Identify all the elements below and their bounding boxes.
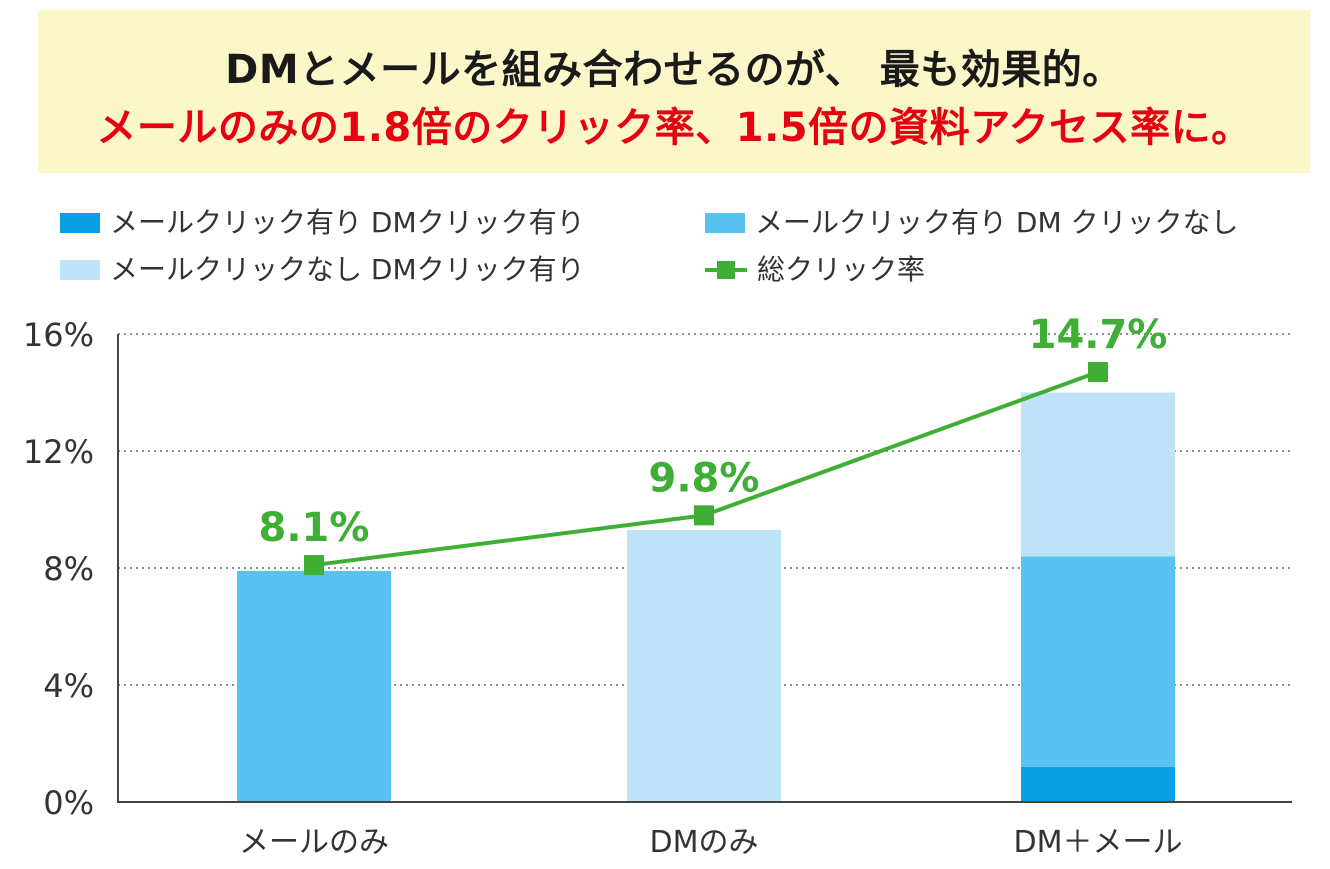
legend-item-dm-only: メールクリックなし DMクリック有り (60, 250, 585, 290)
legend-item-total-rate: 総クリック率 (705, 250, 925, 290)
headline-box: DMとメールを組み合わせるのが、 最も効果的。 メールのみの1.8倍のクリック率… (38, 10, 1310, 173)
legend-line-marker (717, 261, 735, 279)
legend-label-mail-only: メールクリック有り DM クリックなし (755, 206, 1239, 239)
legend-line-total-rate (705, 260, 747, 280)
bar-segment (1021, 392, 1175, 557)
headline-main: DMとメールを組み合わせるのが、 最も効果的。 (225, 47, 1123, 93)
legend-swatch-mail-only (705, 213, 745, 233)
y-tick-label: 8% (43, 550, 94, 588)
legend-label-total-rate: 総クリック率 (757, 253, 926, 286)
y-tick-label: 0% (43, 784, 94, 822)
total-rate-label: 14.7% (1029, 312, 1168, 358)
bar-segment (1021, 556, 1175, 767)
legend-swatch-mail-and-dm (60, 213, 100, 233)
total-rate-label: 8.1% (259, 505, 370, 551)
total-rate-marker (694, 505, 714, 526)
total-rate-marker (304, 555, 324, 576)
x-tick-label: DMのみ (650, 825, 759, 860)
y-tick-label: 12% (23, 433, 94, 471)
total-rate-label: 9.8% (649, 455, 760, 501)
bar-segment (1021, 766, 1175, 802)
legend-label-dm-only: メールクリックなし DMクリック有り (110, 253, 585, 286)
bar-segment (237, 570, 391, 802)
total-rate-marker (1088, 362, 1108, 383)
headline-highlight: メールのみの1.8倍のクリック率、1.5倍の資料アクセス率に。 (96, 105, 1252, 151)
bar-segment (627, 529, 781, 802)
y-tick-label: 4% (43, 667, 94, 705)
y-tick-label: 16% (23, 316, 94, 354)
legend-swatch-dm-only (60, 260, 100, 280)
x-tick-label: DM＋メール (1014, 825, 1183, 860)
legend-item-mail-only: メールクリック有り DM クリックなし (705, 203, 1239, 243)
legend-label-mail-and-dm: メールクリック有り DMクリック有り (110, 206, 585, 239)
legend-item-mail-and-dm: メールクリック有り DMクリック有り (60, 203, 585, 243)
x-tick-label: メールのみ (239, 825, 389, 860)
